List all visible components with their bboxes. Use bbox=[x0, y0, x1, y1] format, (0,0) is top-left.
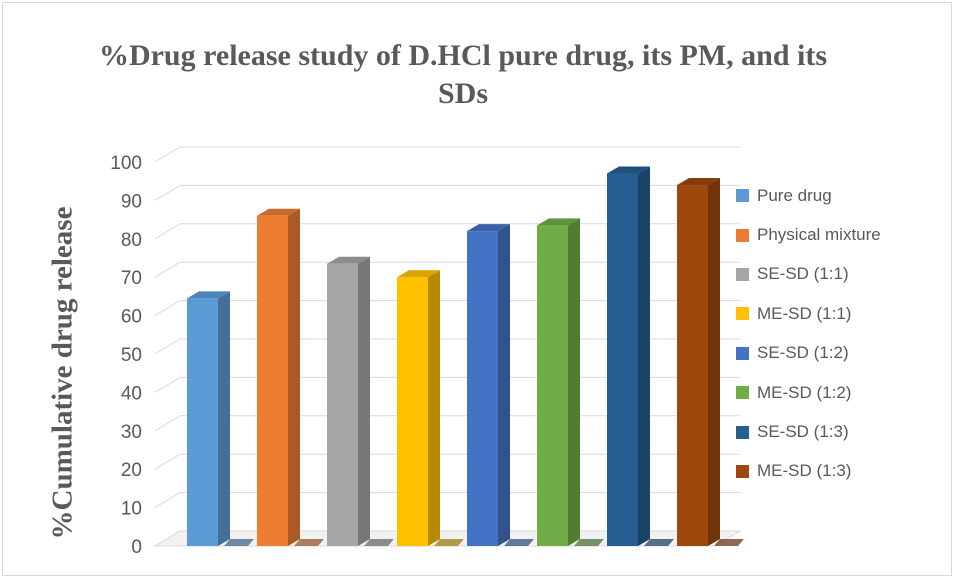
bar-top bbox=[187, 291, 230, 299]
legend-swatch bbox=[736, 307, 749, 321]
bar-me-sd-1-2 bbox=[537, 225, 568, 547]
y-tick-label: 80 bbox=[121, 230, 142, 251]
bar-side bbox=[218, 291, 230, 546]
y-tick-label: 50 bbox=[121, 345, 142, 366]
bar-se-sd-1-3 bbox=[607, 173, 638, 546]
legend-item: ME-SD (1:3) bbox=[736, 452, 951, 491]
bar-me-sd-1-1 bbox=[397, 277, 428, 546]
legend-label: ME-SD (1:1) bbox=[757, 303, 852, 323]
legend-item: SE-SD (1:1) bbox=[736, 255, 951, 294]
bar-top bbox=[537, 218, 580, 226]
legend-label: Pure drug bbox=[757, 185, 832, 205]
y-tick-label: 10 bbox=[121, 499, 142, 520]
legend-swatch bbox=[736, 346, 749, 360]
bar-side bbox=[638, 166, 650, 546]
bar-me-sd-1-3 bbox=[677, 185, 708, 547]
y-tick-label: 20 bbox=[121, 460, 142, 481]
legend-label: SE-SD (1:2) bbox=[757, 343, 849, 363]
bar-base bbox=[714, 539, 744, 546]
legend-swatch bbox=[736, 464, 749, 478]
bar-se-sd-1-1 bbox=[327, 263, 358, 546]
y-tick-label: 30 bbox=[121, 422, 142, 443]
gridline bbox=[154, 261, 740, 278]
bar-side bbox=[288, 208, 300, 546]
bar-base bbox=[574, 539, 604, 546]
legend-item: SE-SD (1:2) bbox=[736, 334, 951, 373]
bar-base bbox=[434, 539, 464, 546]
gridline bbox=[154, 184, 740, 201]
bar-side bbox=[358, 256, 370, 546]
legend-item: ME-SD (1:2) bbox=[736, 373, 951, 412]
legend-swatch bbox=[736, 228, 749, 242]
legend-item: SE-SD (1:3) bbox=[736, 412, 951, 451]
chart-title: %Drug release study of D.HCl pure drug, … bbox=[98, 39, 828, 110]
bar-side bbox=[498, 224, 510, 546]
bar-physical-mixture bbox=[257, 215, 288, 546]
bar-base bbox=[504, 539, 534, 546]
legend-swatch bbox=[736, 267, 749, 281]
legend-label: Physical mixture bbox=[757, 225, 881, 245]
bar-top bbox=[677, 178, 720, 186]
legend-swatch bbox=[736, 386, 749, 400]
y-tick-label: 0 bbox=[131, 537, 142, 558]
bar-base bbox=[364, 539, 394, 546]
gridline bbox=[154, 492, 740, 509]
bar-top bbox=[397, 270, 440, 278]
gridline bbox=[154, 300, 740, 317]
legend-label: SE-SD (1:3) bbox=[757, 422, 849, 442]
legend-label: ME-SD (1:3) bbox=[757, 461, 852, 481]
legend-label: SE-SD (1:1) bbox=[757, 264, 849, 284]
bar-side bbox=[568, 218, 580, 547]
y-tick-label: 40 bbox=[121, 383, 142, 404]
bar-se-sd-1-2 bbox=[467, 231, 498, 546]
gridline bbox=[154, 415, 740, 432]
legend-item: ME-SD (1:1) bbox=[736, 294, 951, 333]
bar-top bbox=[467, 224, 510, 232]
legend-swatch bbox=[736, 189, 749, 203]
y-tick-label: 70 bbox=[121, 268, 142, 289]
bar-base bbox=[644, 539, 674, 546]
gridline bbox=[154, 338, 740, 355]
bar-top bbox=[327, 256, 370, 264]
legend: Pure drug Physical mixture SE-SD (1:1) ME-S… bbox=[736, 176, 951, 491]
bar-side bbox=[428, 270, 440, 546]
legend-item: Pure drug bbox=[736, 176, 951, 215]
y-tick-label: 60 bbox=[121, 307, 142, 328]
legend-swatch bbox=[736, 425, 749, 439]
gridline bbox=[154, 376, 740, 393]
bar-base bbox=[294, 539, 324, 546]
y-tick-label: 90 bbox=[121, 191, 142, 212]
gridline bbox=[154, 453, 740, 470]
bar-pure-drug bbox=[187, 298, 218, 546]
y-tick-label: 100 bbox=[110, 153, 142, 174]
bar-side bbox=[708, 178, 720, 547]
gridline bbox=[154, 223, 740, 240]
legend-label: ME-SD (1:2) bbox=[757, 382, 852, 402]
bar-top bbox=[257, 208, 300, 216]
gridline bbox=[154, 146, 740, 163]
bar-top bbox=[607, 166, 650, 174]
bar-base bbox=[224, 539, 254, 546]
legend-item: Physical mixture bbox=[736, 215, 951, 254]
